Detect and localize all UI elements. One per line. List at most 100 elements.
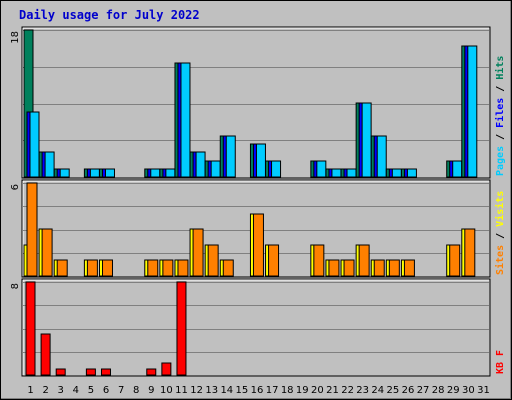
bar-pages-day-10 bbox=[165, 168, 176, 178]
bar-sites-day-11 bbox=[177, 259, 189, 277]
x-tick-label: 14 bbox=[220, 385, 233, 396]
bar-pages-day-14 bbox=[225, 135, 236, 178]
bar-kbf-day-10 bbox=[161, 362, 172, 376]
bar-pages-day-24 bbox=[376, 135, 387, 178]
x-tick-label: 15 bbox=[236, 385, 249, 396]
y-max-label: 6 bbox=[10, 184, 21, 190]
x-tick-label: 19 bbox=[296, 385, 309, 396]
bar-pages-day-29 bbox=[452, 160, 463, 178]
bar-pages-day-17 bbox=[271, 160, 282, 178]
bar-kbf-day-11 bbox=[176, 281, 187, 376]
x-tick-label: 27 bbox=[417, 385, 430, 396]
x-tick-label: 24 bbox=[371, 385, 384, 396]
x-tick-label: 31 bbox=[477, 385, 490, 396]
x-tick-label: 22 bbox=[341, 385, 354, 396]
legend-entry: / bbox=[495, 128, 506, 146]
bar-sites-day-10 bbox=[162, 259, 174, 277]
bar-kbf-day-1 bbox=[25, 281, 36, 376]
bar-kbf-day-5 bbox=[85, 368, 96, 376]
x-tick-label: 25 bbox=[387, 385, 400, 396]
panel-legend: KB F bbox=[495, 350, 506, 374]
bar-sites-day-21 bbox=[328, 259, 340, 277]
legend-entry: Visits bbox=[494, 191, 506, 227]
bar-pages-day-23 bbox=[361, 102, 372, 178]
bar-sites-day-2 bbox=[41, 228, 53, 277]
x-axis: 1 2 3 4 5 6 7 8 9 10 11 12 13 14 15 16 17 18 19 20 21 22 23 24 2… bbox=[27, 385, 489, 396]
bar-sites-day-5 bbox=[86, 259, 98, 277]
legend-entry: Hits bbox=[494, 56, 506, 80]
bar-pages-day-21 bbox=[331, 168, 342, 178]
x-tick-label: 4 bbox=[73, 385, 79, 396]
bar-sites-day-14 bbox=[222, 259, 234, 277]
bar-sites-day-17 bbox=[268, 244, 280, 277]
panel-hits_files_pages: 18 Pages / Files / Hits bbox=[10, 26, 506, 179]
bar-sites-day-24 bbox=[373, 259, 385, 277]
bar-pages-day-2 bbox=[44, 151, 55, 178]
bar-sites-day-26 bbox=[403, 259, 415, 277]
bar-pages-day-5 bbox=[89, 168, 100, 178]
bar-sites-day-1 bbox=[26, 182, 38, 277]
bar-pages-day-3 bbox=[59, 168, 70, 178]
bar-sites-day-9 bbox=[147, 259, 159, 277]
x-tick-label: 3 bbox=[58, 385, 64, 396]
x-tick-label: 23 bbox=[356, 385, 369, 396]
bar-sites-day-29 bbox=[449, 244, 461, 277]
legend-entry: Sites bbox=[494, 245, 506, 275]
bar-sites-day-3 bbox=[56, 259, 68, 277]
y-max-label: 8 bbox=[10, 283, 21, 289]
y-max-label: 18 bbox=[10, 31, 21, 44]
x-tick-label: 26 bbox=[402, 385, 415, 396]
panels-layer: 18 Pages / Files / Hits 6 Sites / Visits 8 KB… bbox=[10, 26, 506, 377]
bar-sites-day-22 bbox=[343, 259, 355, 277]
x-tick-label: 11 bbox=[175, 385, 188, 396]
legend-entry: / bbox=[495, 227, 506, 245]
x-tick-label: 2 bbox=[42, 385, 48, 396]
x-tick-label: 28 bbox=[432, 385, 445, 396]
plot-area bbox=[21, 278, 491, 377]
panel-legend: Sites / Visits bbox=[494, 191, 506, 275]
bar-pages-day-25 bbox=[391, 168, 402, 178]
panel-legend: Pages / Files / Hits bbox=[494, 56, 506, 176]
bar-pages-day-30 bbox=[467, 45, 478, 178]
bar-kbf-day-3 bbox=[55, 368, 66, 376]
bar-sites-day-20 bbox=[313, 244, 325, 277]
bar-sites-day-25 bbox=[388, 259, 400, 277]
x-tick-label: 30 bbox=[462, 385, 475, 396]
bar-pages-day-16 bbox=[255, 143, 266, 178]
legend-entry: KB F bbox=[495, 350, 506, 374]
x-tick-label: 8 bbox=[133, 385, 139, 396]
x-tick-label: 12 bbox=[190, 385, 203, 396]
x-tick-label: 18 bbox=[281, 385, 294, 396]
x-tick-label: 6 bbox=[103, 385, 109, 396]
bar-sites-day-30 bbox=[464, 228, 476, 277]
bar-kbf-day-9 bbox=[146, 368, 157, 376]
bar-pages-day-9 bbox=[150, 168, 161, 178]
bar-pages-day-13 bbox=[210, 160, 221, 178]
legend-entry: Pages bbox=[495, 146, 506, 176]
x-tick-label: 5 bbox=[88, 385, 94, 396]
panel-visits_sites: 6 Sites / Visits bbox=[10, 179, 506, 278]
x-tick-label: 13 bbox=[205, 385, 218, 396]
x-tick-label: 1 bbox=[27, 385, 33, 396]
bar-pages-day-6 bbox=[104, 168, 115, 178]
bar-sites-day-16 bbox=[252, 213, 264, 277]
x-tick-label: 21 bbox=[326, 385, 339, 396]
x-tick-label: 16 bbox=[251, 385, 264, 396]
legend-entry: Files bbox=[494, 98, 506, 128]
bar-kbf-day-2 bbox=[40, 333, 51, 376]
chart-title: Daily usage for July 2022 bbox=[19, 8, 200, 22]
panel-kbf: 8 KB F bbox=[10, 278, 506, 377]
bar-sites-day-6 bbox=[101, 259, 113, 277]
bar-sites-day-23 bbox=[358, 244, 370, 277]
x-tick-label: 10 bbox=[160, 385, 173, 396]
bar-pages-day-22 bbox=[346, 168, 357, 178]
legend-entry: / bbox=[495, 80, 506, 98]
bar-sites-day-12 bbox=[192, 228, 204, 277]
x-tick-label: 7 bbox=[118, 385, 124, 396]
bar-pages-day-12 bbox=[195, 151, 206, 178]
bar-kbf-day-6 bbox=[100, 368, 111, 376]
x-tick-label: 17 bbox=[266, 385, 279, 396]
x-tick-label: 29 bbox=[447, 385, 460, 396]
bar-pages-day-20 bbox=[316, 160, 327, 178]
